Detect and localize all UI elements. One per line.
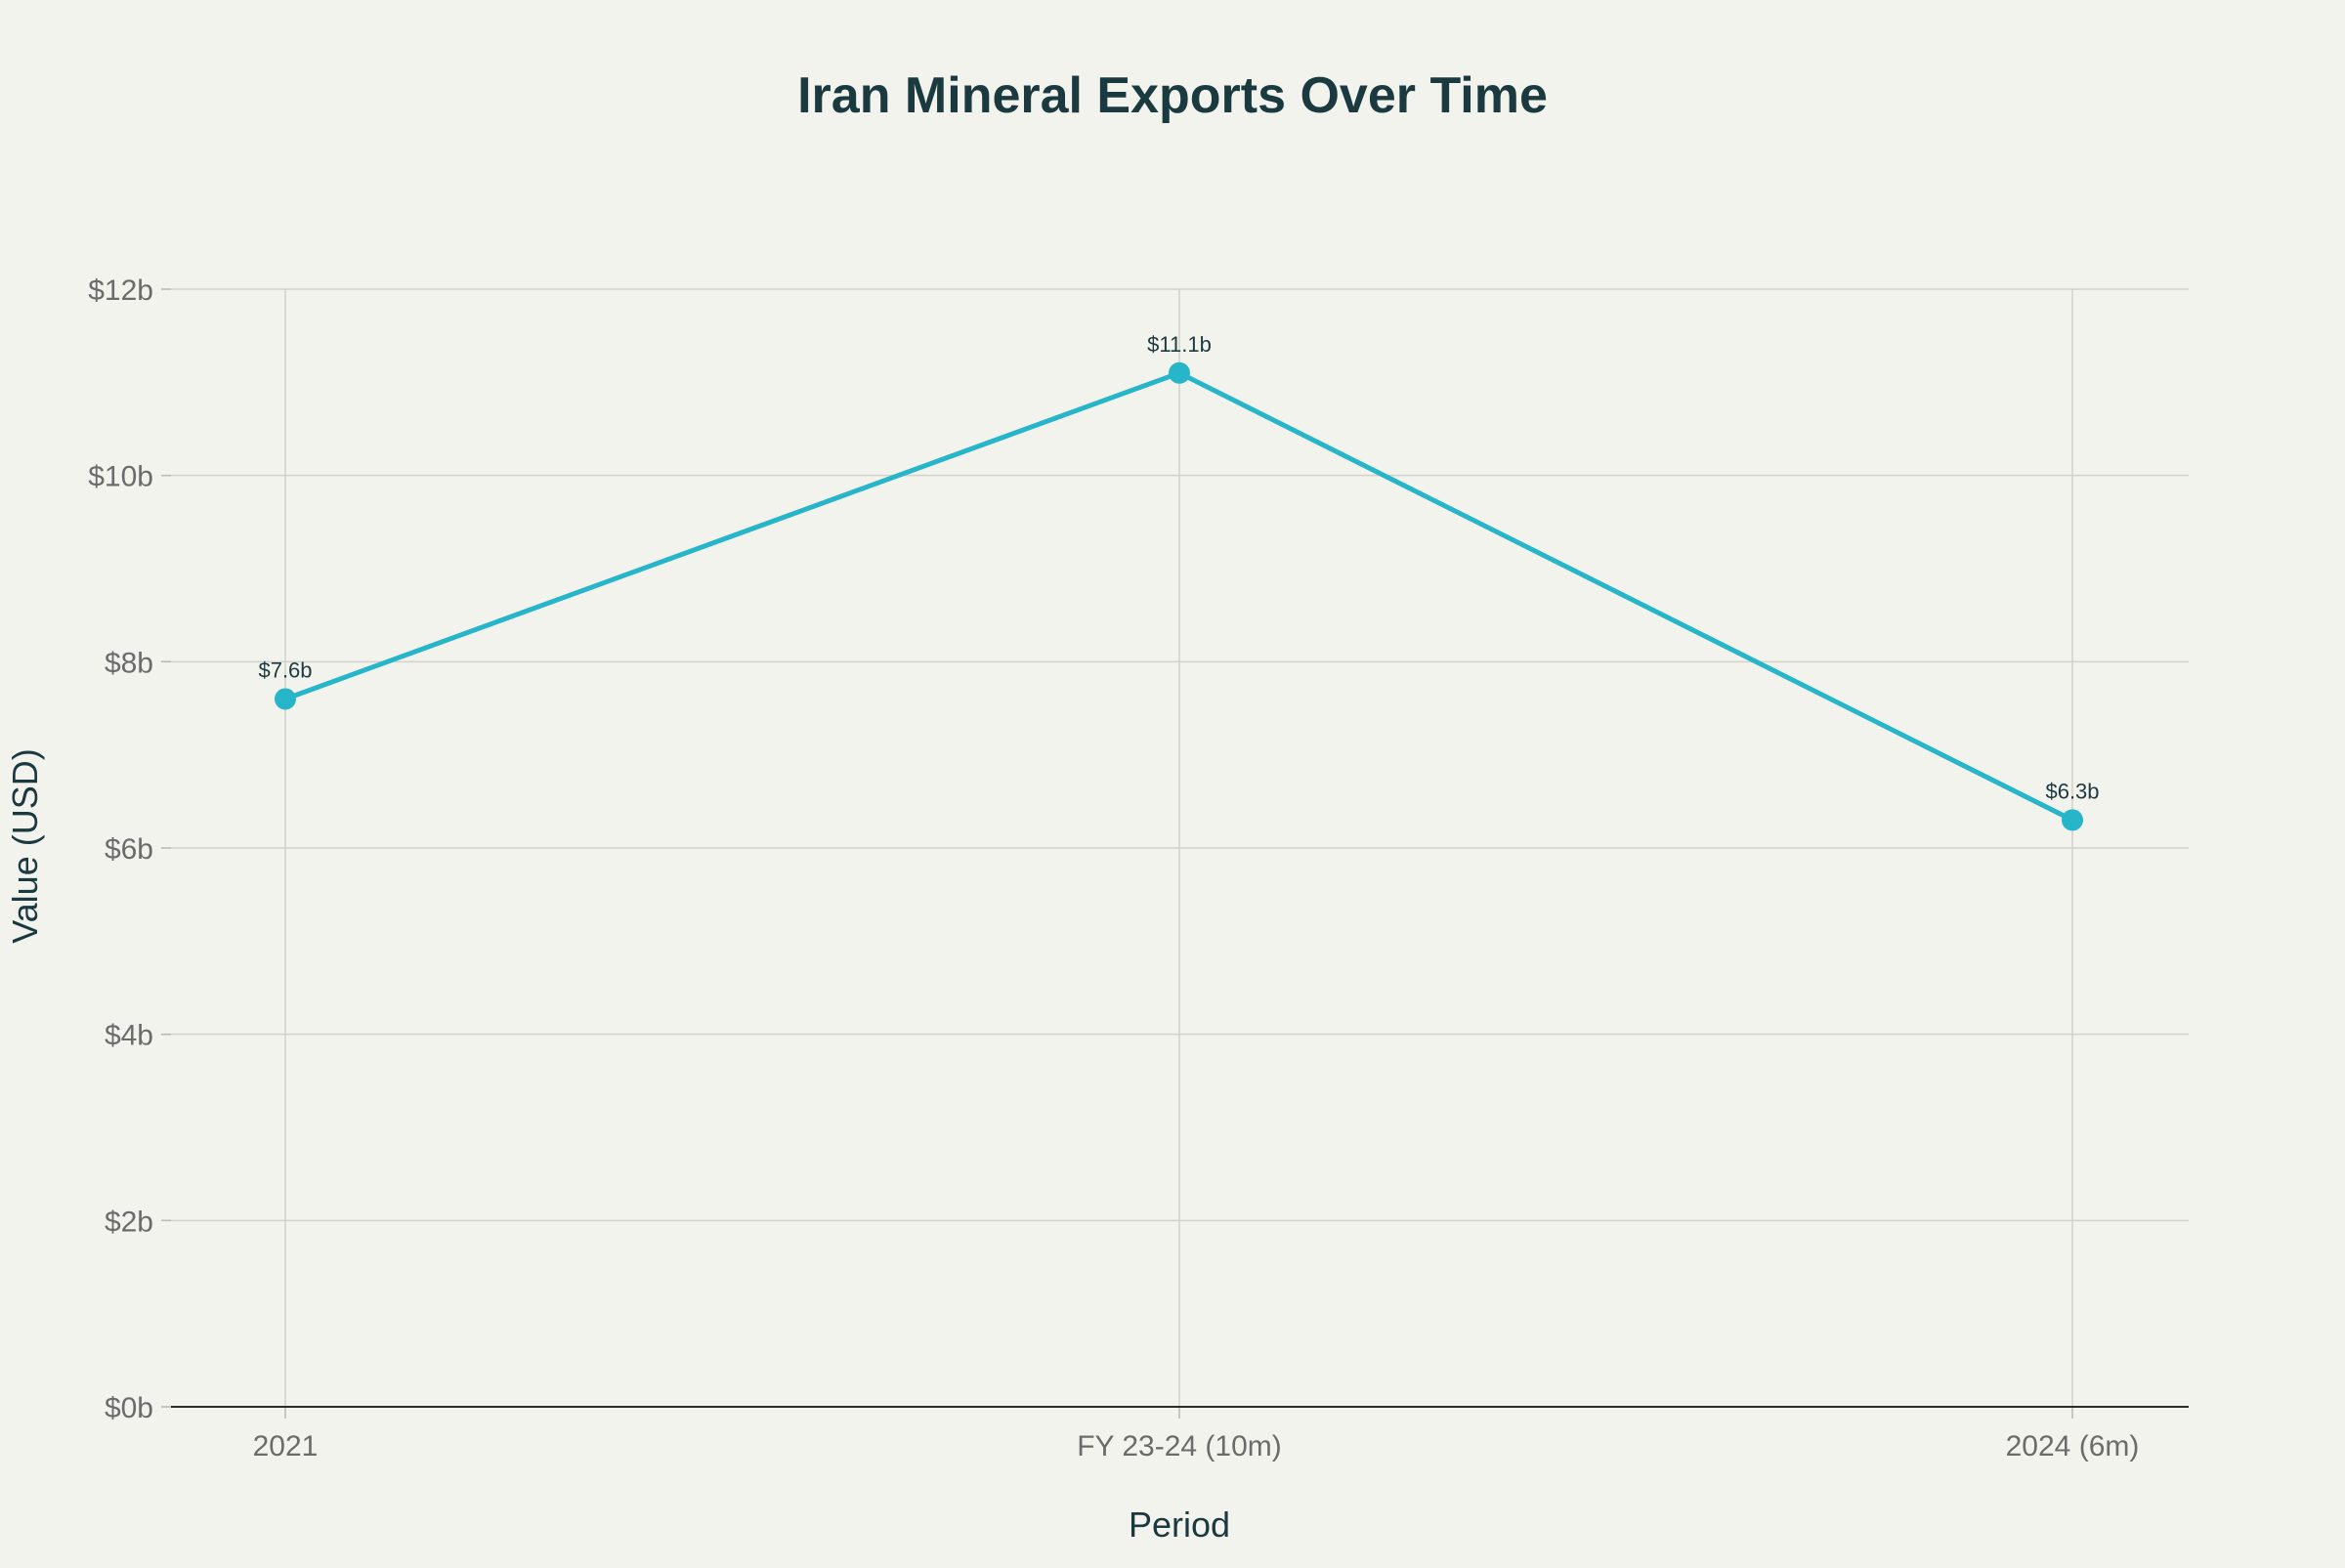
- x-tick-label: 2024 (6m): [2006, 1430, 2140, 1462]
- x-tick-label: FY 23-24 (10m): [1077, 1430, 1282, 1462]
- chart-title: Iran Mineral Exports Over Time: [797, 67, 1548, 124]
- y-tick-label: $0b: [105, 1392, 153, 1424]
- y-axis-title: Value (USD): [5, 748, 45, 943]
- data-label: $7.6b: [258, 657, 312, 682]
- label-layer: $7.6b $11.1b $6.3b: [258, 332, 2099, 804]
- data-point[interactable]: [2062, 809, 2083, 831]
- data-label: $6.3b: [2045, 779, 2099, 803]
- y-tick-label: $10b: [88, 461, 153, 493]
- y-tick-label: $12b: [88, 275, 153, 307]
- x-tick-label: 2021: [253, 1430, 319, 1462]
- grid-layer: [171, 288, 2189, 1407]
- axis-layer: $0b $2b $4b $6b $8b $10b $12b 2021 FY 23-24 (10m…: [88, 275, 2189, 1462]
- y-tick-label: $8b: [105, 647, 153, 679]
- y-tick-label: $2b: [105, 1206, 153, 1238]
- data-point[interactable]: [1169, 361, 1190, 384]
- y-tick-label: $4b: [105, 1020, 153, 1052]
- x-axis-title: Period: [1129, 1504, 1230, 1545]
- y-tick-label: $6b: [105, 833, 153, 866]
- data-label: $11.1b: [1147, 332, 1212, 357]
- data-point[interactable]: [275, 688, 296, 710]
- series-layer: [275, 361, 2083, 831]
